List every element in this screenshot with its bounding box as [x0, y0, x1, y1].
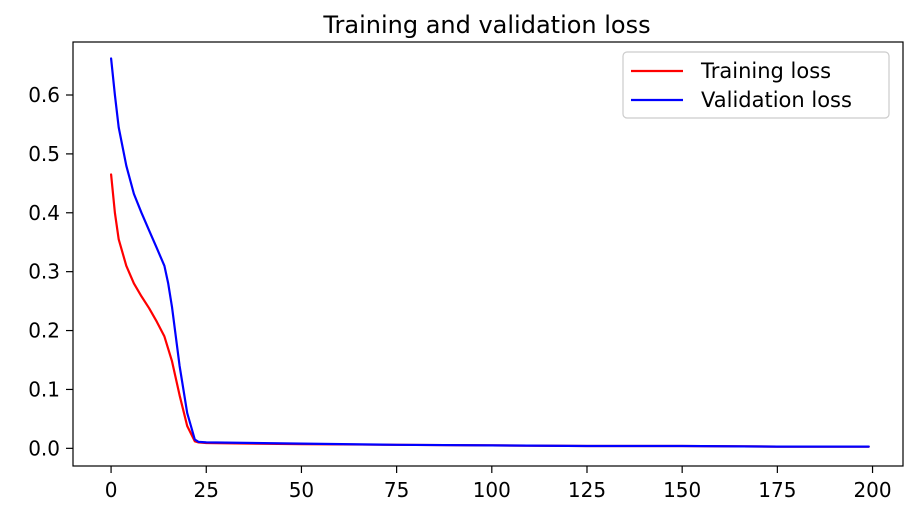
y-tick-label: 0.1	[28, 377, 60, 401]
x-tick-label: 125	[568, 478, 606, 502]
series-line-training-loss	[109, 173, 870, 448]
x-tick-label: 50	[289, 478, 314, 502]
plot-frame	[72, 41, 904, 467]
x-tick-label: 100	[473, 478, 511, 502]
y-tick-label: 0.4	[28, 201, 60, 225]
chart-title: Training and validation loss	[322, 11, 650, 39]
x-tick-label: 75	[384, 478, 409, 502]
x-tick-label: 0	[105, 478, 118, 502]
x-tick-label: 150	[663, 478, 701, 502]
legend-label: Validation loss	[701, 88, 852, 112]
legend-label: Training loss	[700, 59, 831, 83]
series-line-validation-loss	[109, 57, 870, 448]
y-tick-label: 0.6	[28, 83, 60, 107]
legend-box	[622, 51, 890, 119]
y-tick-label: 0.5	[28, 142, 60, 166]
y-tick-label: 0.0	[28, 436, 60, 460]
legend: Training loss Validation loss	[622, 51, 890, 119]
y-tick-label: 0.2	[28, 319, 60, 343]
x-tick-label: 25	[194, 478, 219, 502]
y-tick-label: 0.3	[28, 260, 60, 284]
x-tick-label: 175	[758, 478, 796, 502]
x-tick-label: 200	[853, 478, 891, 502]
